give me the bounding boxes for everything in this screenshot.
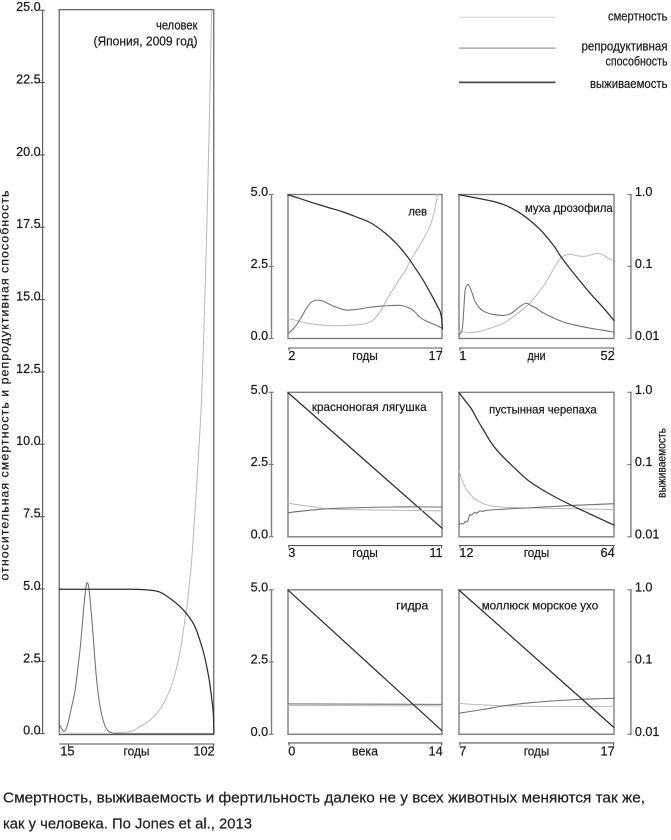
svg-text:Смертность, выживаемость и фер: Смертность, выживаемость и фертильность …	[3, 791, 645, 807]
svg-text:годы: годы	[524, 744, 550, 759]
svg-text:0.0: 0.0	[251, 527, 269, 541]
svg-text:репродуктивная: репродуктивная	[582, 39, 668, 54]
svg-text:1.0: 1.0	[635, 580, 653, 594]
svg-text:красноногая лягушка: красноногая лягушка	[312, 400, 427, 414]
svg-text:способность: способность	[606, 54, 668, 69]
svg-text:5.0: 5.0	[251, 185, 269, 199]
svg-text:2: 2	[288, 348, 295, 363]
svg-text:годы: годы	[124, 744, 150, 759]
svg-text:0: 0	[288, 744, 295, 759]
svg-text:выживаемость: выживаемость	[590, 76, 668, 91]
svg-text:5.0: 5.0	[251, 580, 269, 594]
svg-text:102: 102	[193, 744, 214, 759]
svg-text:20.0: 20.0	[16, 145, 41, 159]
svg-text:25.0: 25.0	[16, 0, 41, 14]
svg-text:0.0: 0.0	[251, 725, 269, 739]
svg-text:0.1: 0.1	[635, 653, 653, 667]
svg-text:17: 17	[428, 348, 442, 363]
svg-text:2.5: 2.5	[251, 455, 269, 469]
svg-text:2.5: 2.5	[23, 651, 41, 665]
svg-text:гидра: гидра	[396, 598, 428, 612]
svg-text:2.5: 2.5	[251, 653, 269, 667]
svg-text:годы: годы	[352, 545, 378, 560]
svg-text:дни: дни	[528, 348, 546, 363]
svg-text:11: 11	[429, 545, 442, 560]
svg-text:5.0: 5.0	[23, 579, 41, 593]
svg-text:относительная смертность и реп: относительная смертность и репродуктивна…	[0, 191, 12, 581]
svg-text:1.0: 1.0	[635, 185, 653, 199]
svg-text:0.0: 0.0	[251, 329, 269, 343]
svg-text:1: 1	[459, 348, 466, 363]
svg-text:лев: лев	[408, 205, 427, 219]
svg-text:64: 64	[600, 545, 614, 560]
svg-text:0.1: 0.1	[635, 455, 653, 469]
svg-text:52: 52	[600, 348, 614, 363]
svg-text:0.1: 0.1	[635, 257, 653, 271]
svg-text:0.0: 0.0	[23, 724, 41, 738]
svg-text:14: 14	[428, 744, 442, 759]
svg-text:0.01: 0.01	[635, 527, 660, 541]
svg-text:выживаемость: выживаемость	[655, 428, 669, 498]
svg-text:17.5: 17.5	[16, 217, 41, 231]
svg-text:7: 7	[459, 744, 466, 759]
svg-text:пустынная черепаха: пустынная черепаха	[489, 403, 597, 417]
svg-text:как у человека. По Jones et al: как у человека. По Jones et al., 2013	[3, 817, 252, 833]
svg-text:(Япония, 2009 год): (Япония, 2009 год)	[94, 34, 198, 49]
svg-text:1.0: 1.0	[635, 383, 653, 397]
svg-text:12.5: 12.5	[16, 362, 41, 376]
svg-text:12: 12	[459, 545, 473, 560]
svg-text:человек: человек	[156, 18, 198, 33]
svg-text:моллюск морское ухо: моллюск морское ухо	[482, 598, 599, 612]
svg-text:17: 17	[600, 744, 614, 759]
svg-text:годы: годы	[524, 545, 550, 560]
svg-text:муха дрозофила: муха дрозофила	[525, 201, 613, 215]
svg-text:2.5: 2.5	[251, 257, 269, 271]
svg-text:смертность: смертность	[608, 8, 668, 23]
svg-text:века: века	[352, 744, 379, 759]
svg-text:0.01: 0.01	[635, 725, 660, 739]
svg-text:годы: годы	[352, 348, 378, 363]
svg-text:3: 3	[288, 545, 295, 560]
svg-text:7.5: 7.5	[23, 507, 41, 521]
svg-text:22.5: 22.5	[16, 73, 41, 87]
svg-text:0.01: 0.01	[635, 329, 660, 343]
svg-text:10.0: 10.0	[16, 434, 41, 448]
svg-text:15.0: 15.0	[16, 290, 41, 304]
svg-text:15: 15	[60, 744, 74, 759]
svg-text:5.0: 5.0	[251, 383, 269, 397]
